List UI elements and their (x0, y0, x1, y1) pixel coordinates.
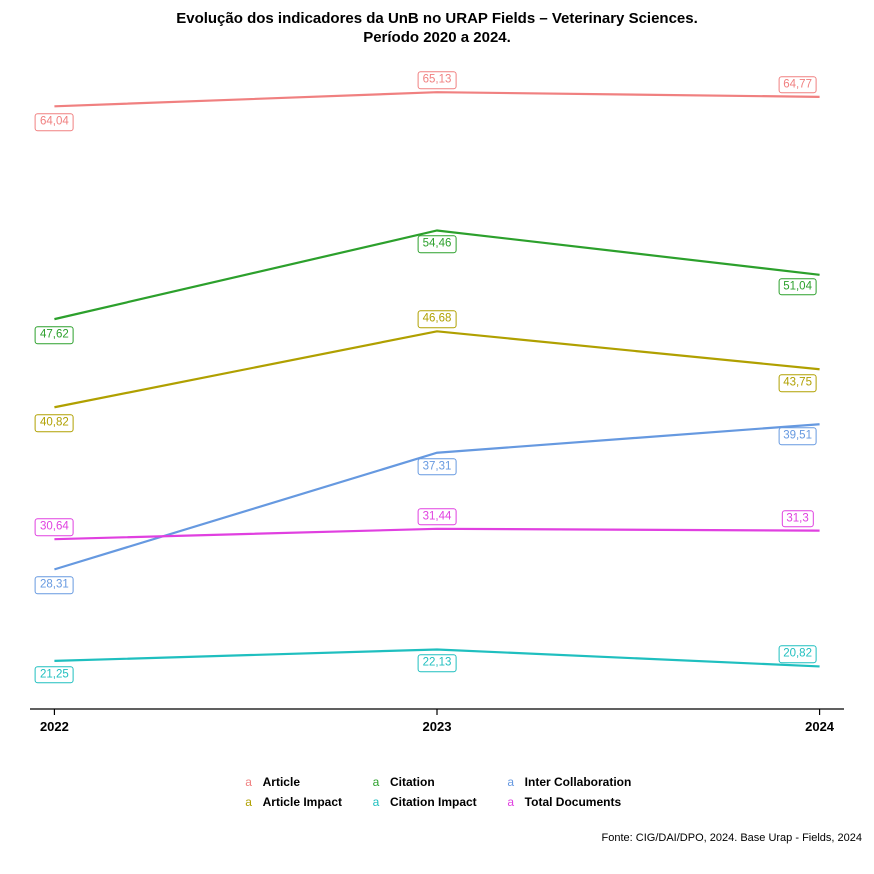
value-label: 65,13 (418, 71, 457, 89)
legend-key-icon: a (243, 775, 255, 789)
value-label: 43,75 (778, 375, 817, 393)
value-label: 22,13 (418, 655, 457, 673)
plot-svg (30, 55, 844, 735)
legend-grid: a Article a Citation a Inter Collaboration a Ar… (243, 775, 632, 809)
legend-key-icon: a (370, 795, 382, 809)
value-label: 64,04 (35, 114, 74, 132)
x-axis-label: 2024 (805, 719, 834, 734)
x-axis-label: 2022 (40, 719, 69, 734)
value-label: 64,77 (778, 76, 817, 94)
value-label: 46,68 (418, 311, 457, 329)
source-caption: Fonte: CIG/DAI/DPO, 2024. Base Urap - Fi… (602, 832, 862, 844)
value-label: 54,46 (418, 236, 457, 254)
legend: a Article a Citation a Inter Collaboration a Ar… (0, 775, 874, 809)
chart-title: Evolução dos indicadores da UnB no URAP … (0, 10, 874, 48)
legend-key-icon: a (505, 795, 517, 809)
chart-title-line1: Evolução dos indicadores da UnB no URAP … (176, 10, 698, 27)
chart-container: Evolução dos indicadores da UnB no URAP … (0, 0, 874, 874)
legend-label: Total Documents (525, 795, 621, 809)
legend-item: a Article (243, 775, 342, 789)
legend-label: Inter Collaboration (525, 775, 632, 789)
legend-key-icon: a (243, 795, 255, 809)
legend-item: a Inter Collaboration (505, 775, 632, 789)
legend-key-icon: a (505, 775, 517, 789)
chart-title-line2: Período 2020 a 2024. (363, 29, 511, 46)
legend-label: Citation (390, 775, 435, 789)
plot-area: 64,04 65,13 64,77 47,62 54,46 51,04 28,31 37,31… (30, 55, 844, 735)
value-label: 39,51 (778, 427, 817, 445)
legend-item: a Total Documents (505, 795, 632, 809)
legend-key-icon: a (370, 775, 382, 789)
value-label: 51,04 (778, 278, 817, 296)
legend-label: Article Impact (263, 795, 342, 809)
value-label: 40,82 (35, 415, 74, 433)
legend-item: a Citation (370, 775, 477, 789)
value-label: 47,62 (35, 326, 74, 344)
value-label: 30,64 (35, 518, 74, 536)
value-label: 37,31 (418, 458, 457, 476)
x-axis-label: 2023 (423, 719, 452, 734)
value-label: 31,3 (781, 510, 813, 528)
legend-label: Citation Impact (390, 795, 477, 809)
value-label: 28,31 (35, 577, 74, 595)
legend-item: a Citation Impact (370, 795, 477, 809)
legend-label: Article (263, 775, 300, 789)
legend-item: a Article Impact (243, 795, 342, 809)
value-label: 31,44 (418, 508, 457, 526)
value-label: 20,82 (778, 646, 817, 664)
value-label: 21,25 (35, 666, 74, 684)
